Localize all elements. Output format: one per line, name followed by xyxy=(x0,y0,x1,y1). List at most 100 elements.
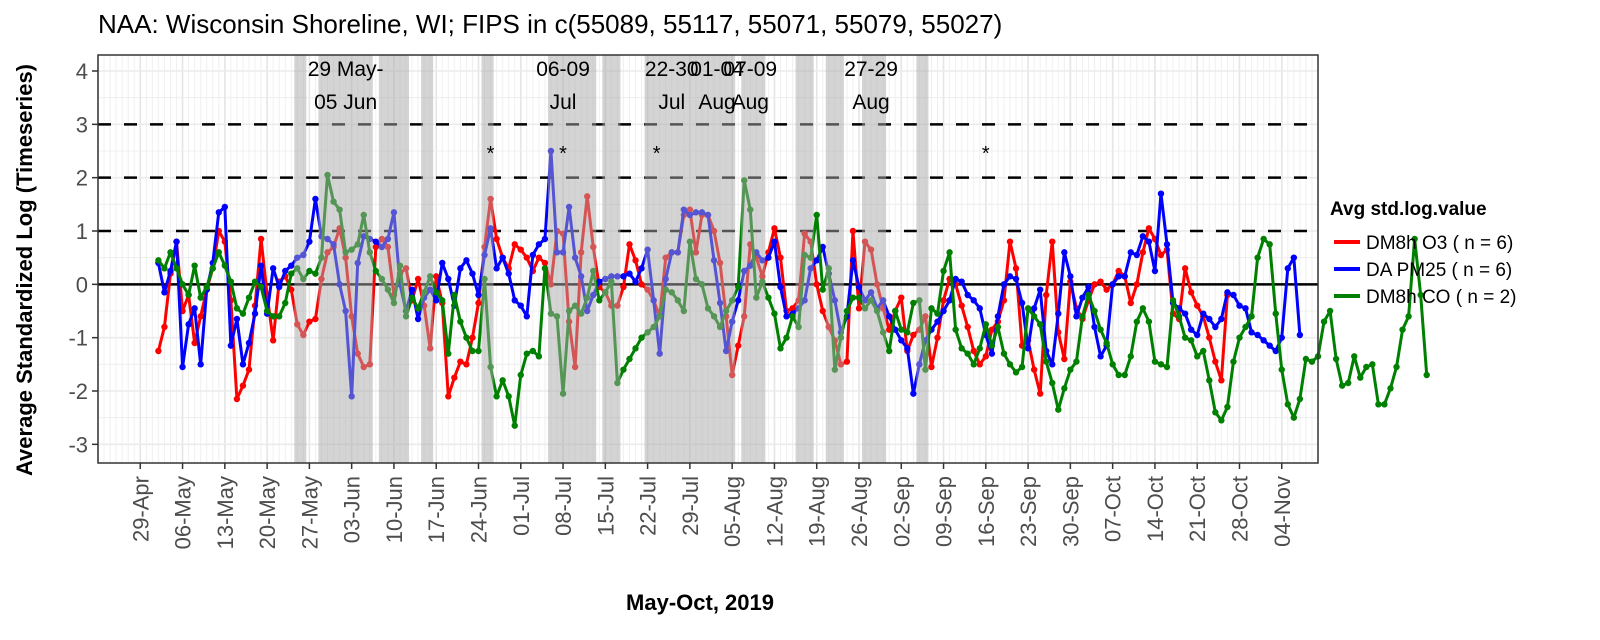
data-point xyxy=(167,267,174,275)
data-point xyxy=(173,238,180,245)
data-point xyxy=(1266,342,1273,349)
data-point xyxy=(269,313,277,320)
data-point xyxy=(1157,361,1165,368)
data-point xyxy=(257,262,265,269)
data-point xyxy=(928,363,935,371)
data-point xyxy=(469,334,476,341)
data-point xyxy=(885,347,893,355)
x-tick-label: 06-May xyxy=(171,476,196,549)
data-point xyxy=(469,270,476,277)
data-point xyxy=(179,281,186,288)
data-point xyxy=(638,265,645,272)
data-point xyxy=(535,241,543,248)
exceedance-band xyxy=(916,55,929,463)
data-point xyxy=(988,342,996,349)
data-point xyxy=(1049,379,1056,387)
data-point xyxy=(771,225,778,232)
x-tick-label: 12-Aug xyxy=(762,476,787,547)
data-point xyxy=(493,265,500,272)
x-tick-label: 22-Jul xyxy=(636,476,661,536)
legend-label: DM8h O3 ( n = 6) xyxy=(1366,233,1513,254)
data-point xyxy=(445,275,452,283)
data-point xyxy=(288,262,295,269)
data-point xyxy=(1061,385,1068,392)
data-point xyxy=(970,347,977,355)
data-point xyxy=(282,267,289,275)
data-point xyxy=(813,257,820,264)
data-point xyxy=(1387,385,1394,392)
data-point xyxy=(596,278,603,285)
data-point xyxy=(511,422,518,429)
data-point xyxy=(1375,401,1382,408)
exceedance-band xyxy=(741,55,766,463)
data-point xyxy=(1236,334,1243,341)
data-point xyxy=(638,334,645,341)
data-point xyxy=(970,297,977,304)
band-label-line1: 07-09 xyxy=(723,58,777,81)
exceedance-band xyxy=(378,55,391,463)
band-label-line1: 27-29 xyxy=(844,58,898,81)
data-point xyxy=(1248,313,1255,320)
exceedance-band xyxy=(481,55,494,463)
data-point xyxy=(523,313,531,320)
data-point xyxy=(1036,390,1044,397)
data-point xyxy=(529,251,537,259)
legend-title: Avg std.log.value xyxy=(1330,199,1487,220)
data-point xyxy=(282,299,289,307)
data-point xyxy=(1200,347,1207,355)
data-point xyxy=(855,294,863,301)
data-point xyxy=(1085,283,1092,291)
y-tick-label: -2 xyxy=(68,379,88,404)
data-point xyxy=(209,265,216,272)
band-label-line2: Aug xyxy=(698,91,735,114)
x-tick-label: 14-Oct xyxy=(1143,476,1168,542)
chart-title: NAA: Wisconsin Shoreline, WI; FIPS in c(… xyxy=(98,9,1002,39)
data-point xyxy=(1266,241,1273,248)
data-point xyxy=(535,254,543,261)
data-point xyxy=(1133,318,1141,325)
data-point xyxy=(885,313,893,320)
data-point xyxy=(312,195,319,203)
data-point xyxy=(898,337,905,344)
data-point xyxy=(1036,286,1044,293)
data-point xyxy=(1091,323,1098,331)
data-point xyxy=(457,358,464,365)
data-point xyxy=(976,305,983,312)
x-tick-label: 19-Aug xyxy=(805,476,830,547)
data-point xyxy=(275,283,283,291)
data-point xyxy=(1133,281,1141,288)
exceedance-star: * xyxy=(559,143,567,165)
data-point xyxy=(964,323,971,331)
data-point xyxy=(789,313,796,320)
data-point xyxy=(1024,345,1032,352)
data-point xyxy=(1218,417,1225,424)
data-point xyxy=(221,203,229,211)
legend: Avg std.log.value DM8h O3 ( n = 6) DA PM2… xyxy=(1330,199,1516,308)
x-axis: 29-Apr 06-May 13-May 20-May 27-May 03-Jun 10-J… xyxy=(128,463,1295,549)
data-point xyxy=(517,302,524,309)
data-point xyxy=(1194,302,1201,309)
x-tick-label: 07-Oct xyxy=(1101,476,1126,542)
data-point xyxy=(898,326,905,333)
data-point xyxy=(1012,275,1020,283)
data-point xyxy=(892,307,899,315)
data-point xyxy=(1302,355,1310,363)
data-point xyxy=(227,278,235,285)
exceedance-star: * xyxy=(487,143,495,165)
data-point xyxy=(306,267,313,275)
y-tick-label: 4 xyxy=(76,59,88,84)
data-point xyxy=(626,270,633,277)
data-point xyxy=(1194,331,1201,339)
data-point xyxy=(517,246,524,253)
data-point xyxy=(1248,329,1255,336)
data-point xyxy=(1187,337,1195,344)
data-point xyxy=(1206,315,1213,323)
data-point xyxy=(1284,401,1292,408)
data-point xyxy=(1187,326,1195,333)
data-point xyxy=(596,297,603,304)
data-point xyxy=(511,297,518,304)
data-point xyxy=(734,283,742,291)
exceedance-star: * xyxy=(982,143,990,165)
data-point xyxy=(161,265,168,272)
data-point xyxy=(439,297,446,304)
